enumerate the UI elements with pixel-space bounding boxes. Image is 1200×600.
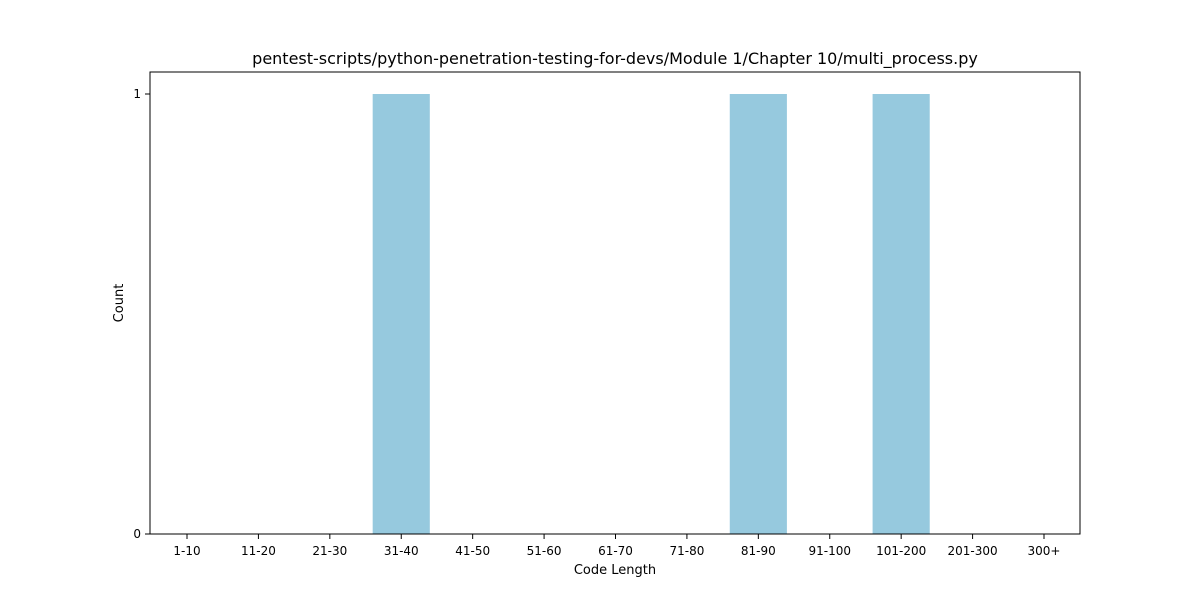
x-tick-label: 31-40 bbox=[384, 544, 419, 558]
x-axis-ticks: 1-10 11-20 21-30 31-40 41-50 51-60 61-70 71-80 8… bbox=[173, 534, 1060, 558]
x-tick-label: 61-70 bbox=[598, 544, 633, 558]
x-tick-label: 21-30 bbox=[312, 544, 347, 558]
x-tick-label: 41-50 bbox=[455, 544, 490, 558]
x-tick-label: 91-100 bbox=[808, 544, 851, 558]
bars-group bbox=[372, 94, 930, 534]
plot-frame bbox=[149, 71, 1081, 535]
x-tick-label: 81-90 bbox=[741, 544, 776, 558]
y-tick-label: 1 bbox=[133, 87, 141, 101]
x-axis-label: Code Length bbox=[574, 563, 656, 578]
x-tick-label: 51-60 bbox=[527, 544, 562, 558]
bar-101-200 bbox=[872, 94, 930, 534]
bar-31-40 bbox=[372, 94, 430, 534]
bar-81-90 bbox=[729, 94, 787, 534]
chart-title: pentest-scripts/python-penetration-testi… bbox=[252, 49, 978, 69]
x-tick-label: 71-80 bbox=[669, 544, 704, 558]
x-tick-label: 1-10 bbox=[173, 544, 200, 558]
x-tick-label: 201-300 bbox=[948, 544, 998, 558]
y-axis-ticks: 01 bbox=[133, 87, 150, 541]
y-axis-label: Count bbox=[112, 284, 127, 323]
x-tick-label: 101-200 bbox=[876, 544, 926, 558]
x-tick-label: 300+ bbox=[1028, 544, 1061, 558]
x-tick-label: 11-20 bbox=[241, 544, 276, 558]
y-tick-label: 0 bbox=[133, 527, 141, 541]
